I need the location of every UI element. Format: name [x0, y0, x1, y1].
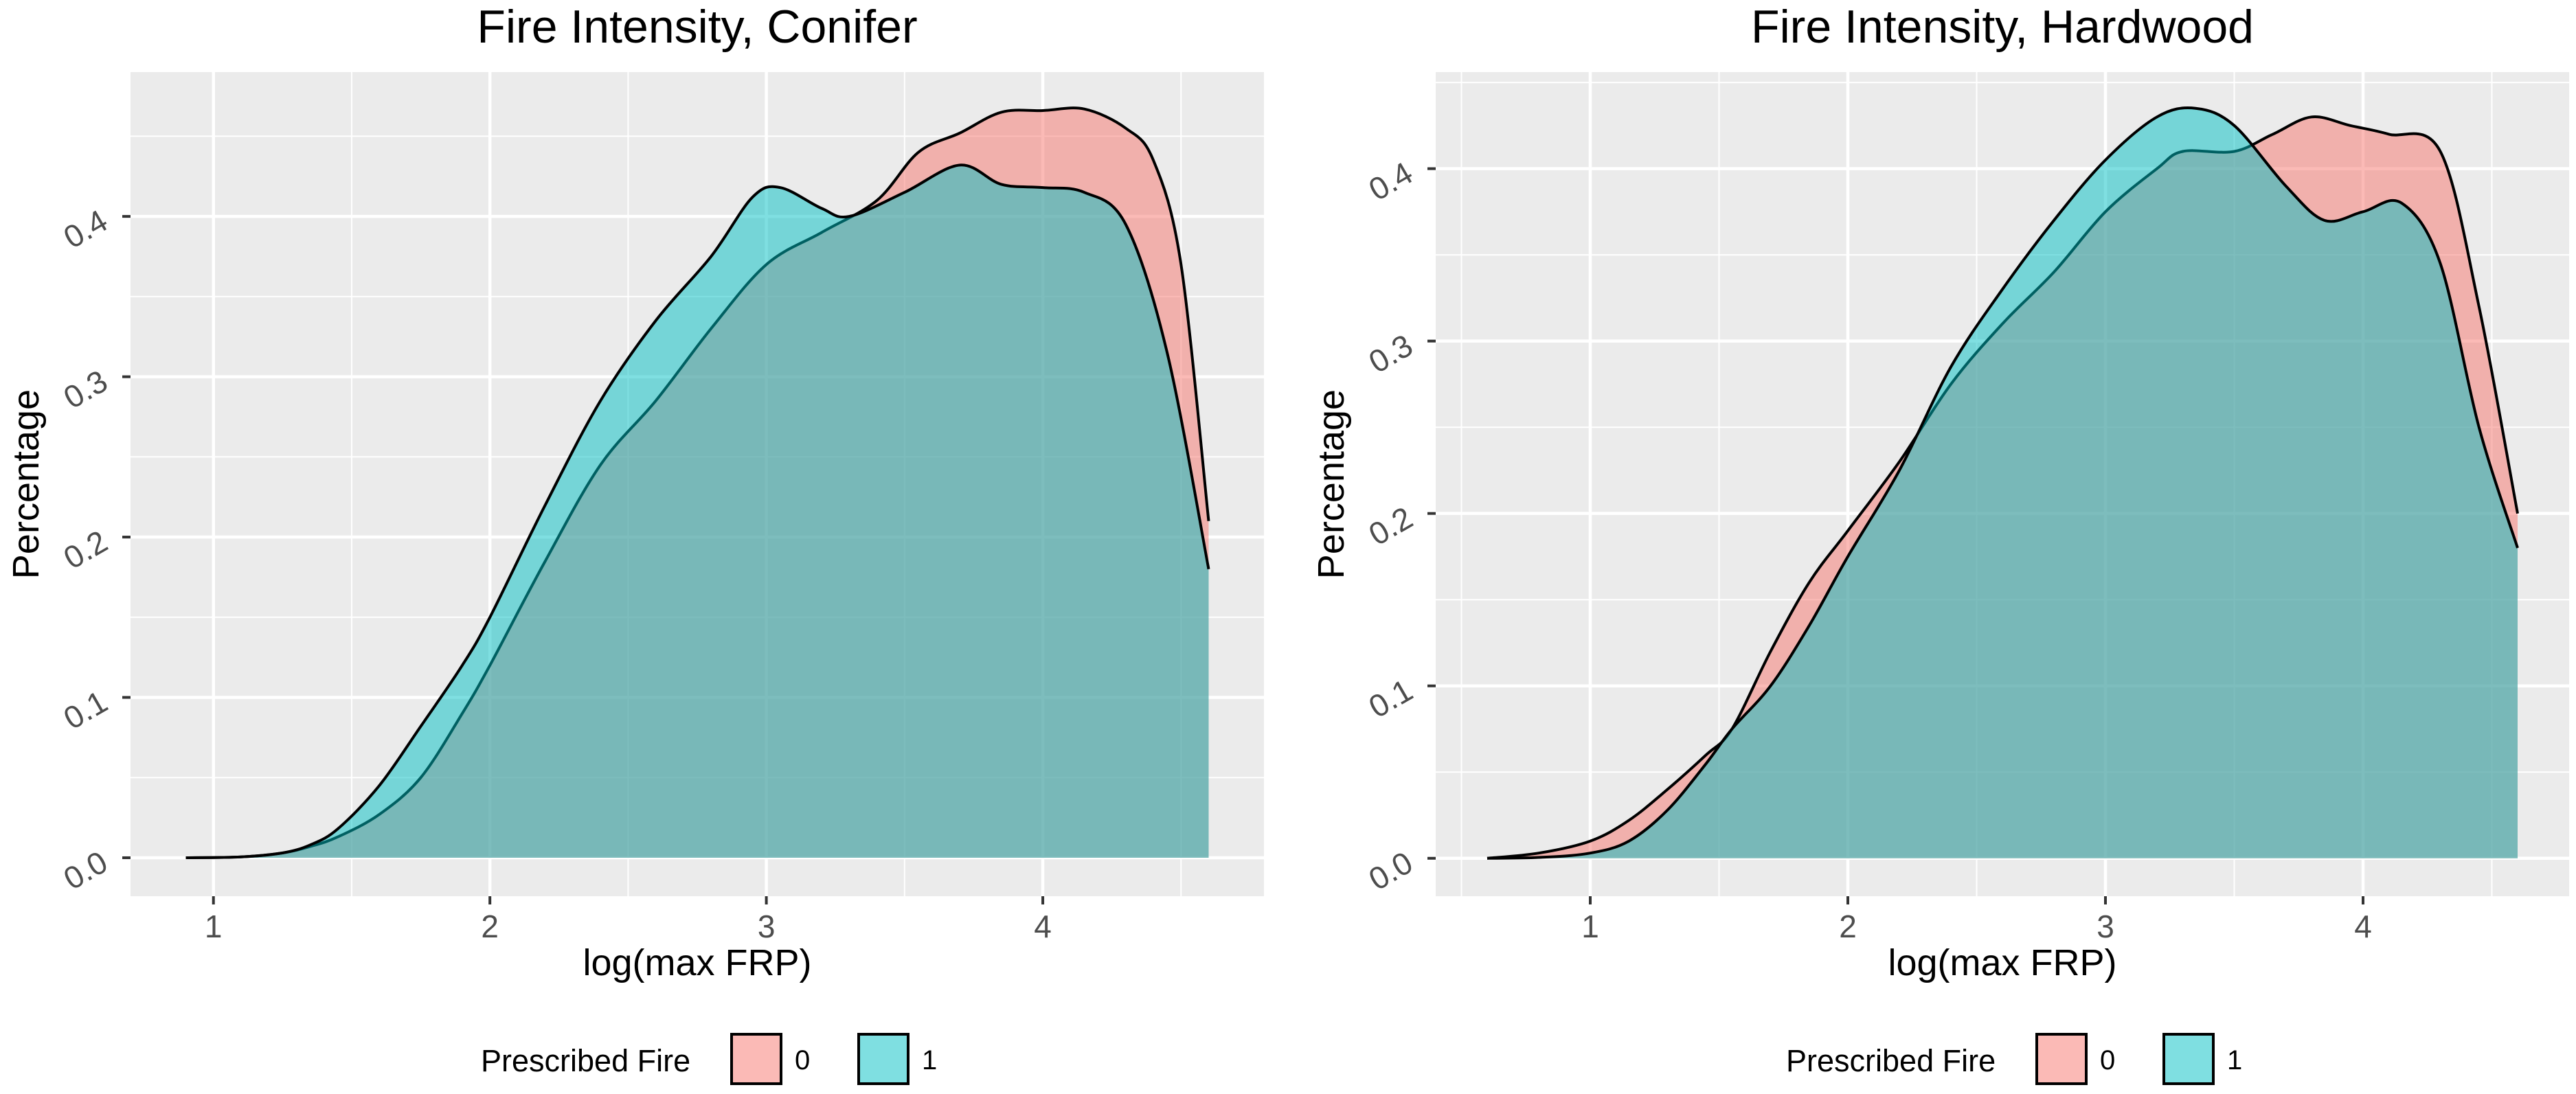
hardwood-x-tick-label: 2 — [1839, 909, 1857, 944]
hardwood-y-tick-label: 0.2 — [1363, 499, 1419, 552]
hardwood-legend: Prescribed Fire 0 1 — [1786, 1033, 2242, 1085]
conifer-legend-title: Prescribed Fire — [481, 1043, 690, 1078]
conifer-legend-label-0: 0 — [795, 1045, 810, 1075]
hardwood-x-axis-title: log(max FRP) — [1888, 942, 2116, 983]
conifer-legend-key-1 — [857, 1033, 909, 1085]
hardwood-x-tick-label: 4 — [2354, 909, 2372, 944]
hardwood-y-axis-title: Percentage — [1311, 389, 1352, 579]
conifer-chart-title: Fire Intensity, Conifer — [477, 1, 917, 53]
conifer-x-tick-label: 1 — [205, 909, 223, 944]
hardwood-density-area-1 — [1487, 107, 2518, 858]
conifer-y-tick-label: 0.2 — [58, 523, 113, 576]
hardwood-chart-title: Fire Intensity, Hardwood — [1751, 1, 2254, 53]
conifer-y-tick-label: 0.0 — [58, 844, 113, 897]
hardwood-legend-key-1 — [2162, 1033, 2215, 1085]
hardwood-legend-label-0: 0 — [2100, 1045, 2115, 1075]
conifer-y-tick-label: 0.1 — [58, 683, 113, 736]
conifer-y-tick-label: 0.3 — [58, 363, 113, 415]
hardwood-legend-key-0 — [2035, 1033, 2088, 1085]
hardwood-y-tick-label: 0.0 — [1363, 844, 1419, 897]
hardwood-y-tick-label: 0.1 — [1363, 672, 1419, 725]
hardwood-legend-label-1: 1 — [2227, 1045, 2242, 1075]
conifer-x-tick-label: 2 — [481, 909, 499, 944]
hardwood-x-tick-label: 3 — [2097, 909, 2114, 944]
conifer-x-tick-label: 3 — [758, 909, 776, 944]
conifer-y-tick-label: 0.4 — [58, 203, 113, 255]
hardwood-y-tick-label: 0.4 — [1363, 155, 1419, 207]
hardwood-x-tick-label: 1 — [1581, 909, 1599, 944]
conifer-chart-panel: 1 2 3 4 0.0 0.1 0.2 0.3 0.4 Fire Intensity, Conif… — [5, 1, 1264, 1085]
conifer-density-line-1 — [185, 163, 1210, 859]
conifer-y-axis-title: Percentage — [5, 389, 47, 579]
conifer-legend-key-0 — [730, 1033, 782, 1085]
conifer-density-area-1 — [185, 165, 1209, 858]
hardwood-chart-panel: 1 2 3 4 0.0 0.1 0.2 0.3 0.4 Fire Intensity, Hardw… — [1311, 1, 2569, 1085]
conifer-x-tick-label: 4 — [1034, 909, 1052, 944]
hardwood-y-tick-label: 0.3 — [1363, 327, 1419, 380]
conifer-legend-label-1: 1 — [922, 1045, 937, 1075]
hardwood-density-line-1 — [1487, 106, 2519, 860]
hardwood-legend-title: Prescribed Fire — [1786, 1043, 1996, 1078]
conifer-x-axis-title: log(max FRP) — [583, 942, 811, 983]
conifer-legend: Prescribed Fire 0 1 — [481, 1033, 937, 1085]
